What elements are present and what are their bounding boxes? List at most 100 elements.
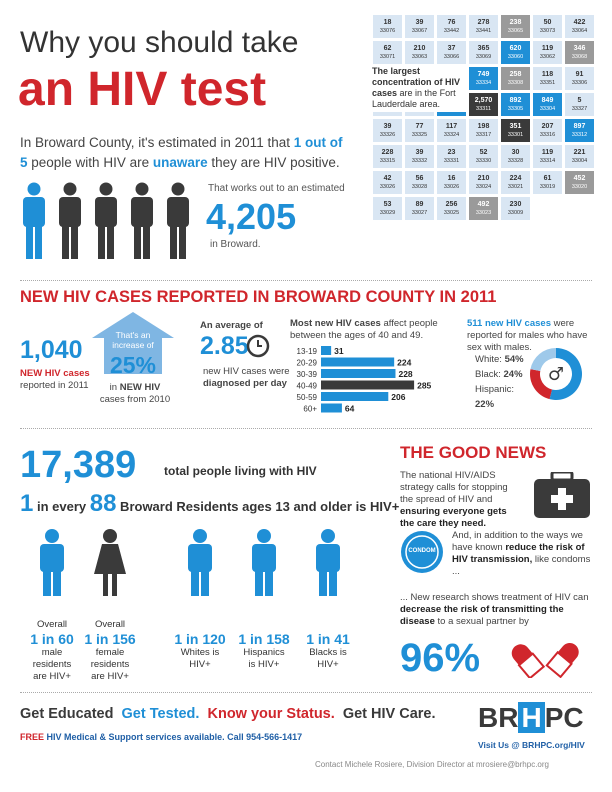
zip-cell: 198 33317: [468, 118, 499, 143]
slogan-care: Get HIV Care.: [342, 706, 436, 722]
zip-count: 39: [415, 149, 424, 156]
figure-text: HIV+: [189, 659, 211, 670]
zip-cell: 2,570 33311: [468, 92, 499, 117]
zip-cell: 23 33331: [436, 144, 467, 169]
zip-code: 33004: [571, 158, 588, 164]
ages-heading: Most new HIV cases affect people between…: [290, 318, 450, 342]
zip-code: 33312: [571, 132, 588, 138]
new-cases-sub: reported in 2011: [20, 380, 89, 391]
zip-count: 230: [509, 201, 522, 208]
age-tick-label: 40-49: [297, 382, 318, 391]
figure-text: female: [95, 647, 125, 658]
msm-row-label: Hispanic:: [475, 384, 515, 395]
zip-count: 117: [445, 123, 458, 130]
map-caption-bold: The largest concentration of HIV cases: [372, 66, 461, 98]
zip-cell: 56 33028: [404, 170, 435, 195]
zip-cell: 30 33328: [500, 144, 531, 169]
avg-line-1: new HIV cases were: [203, 366, 290, 377]
age-bar: [321, 403, 342, 413]
zip-cell: 749 33334: [468, 66, 499, 91]
zip-cell: 422 33064: [564, 14, 595, 39]
zip-count: 256: [445, 201, 458, 208]
good-news-p1-text: The national HIV/AIDS strategy calls for…: [400, 470, 508, 505]
zip-cell: 897 33312: [564, 118, 595, 143]
population-figure: 1 in 120 Whites is HIV+: [164, 528, 236, 671]
slogan-status: Know your Status.: [207, 706, 335, 722]
zip-count: 365: [477, 45, 490, 52]
estimate-suffix: in Broward.: [210, 239, 261, 250]
zip-count: 23: [447, 149, 456, 156]
age-bar-chart: 13-19 31 20-29 224 30-39 228 40-49 285 50-59 206 6…: [297, 346, 432, 414]
zip-cell: 346 33068: [564, 40, 595, 65]
zip-cell: 230 33009: [500, 196, 531, 221]
zip-count: 50: [543, 19, 552, 26]
map-caption-rest: are in the Fort Lauderdale area.: [372, 88, 456, 109]
intro-part: In Broward County, it's estimated in 201…: [20, 135, 294, 150]
footer-services: FREE HIV Medical & Support services avai…: [20, 732, 302, 742]
zip-code: 33315: [379, 158, 396, 164]
zip-count: 76: [447, 19, 456, 26]
figure-rate: 1 in 41: [306, 631, 350, 647]
living-ratio: 1 in every 88 Broward Residents ages 13 …: [20, 490, 399, 518]
zip-count: 2,570: [474, 97, 493, 104]
zip-code: 33071: [379, 54, 396, 60]
zip-cell: 238 33065: [500, 14, 531, 39]
zip-code: 33301: [507, 132, 524, 138]
footer-services-text: HIV Medical & Support services available…: [44, 732, 303, 742]
zip-code: 33326: [379, 132, 396, 138]
zip-count: 278: [477, 19, 490, 26]
zip-code: 33442: [443, 28, 460, 34]
age-bar-value: 224: [397, 358, 411, 368]
zip-code: 33020: [571, 184, 588, 190]
person-icon: [23, 182, 45, 259]
zip-count: 39: [383, 123, 392, 130]
zip-count: 119: [541, 149, 554, 156]
donut-slice: [549, 348, 582, 400]
figure-rate: 1 in 158: [238, 631, 290, 647]
good-news-p3-bold: decrease the risk of transmitting the di…: [400, 604, 564, 627]
zip-count: 452: [573, 175, 586, 182]
living-total-label: total people living with HIV: [164, 464, 317, 478]
zip-code: 33314: [539, 158, 556, 164]
contact-text: Contact Michele Rosiere, Division Direct…: [315, 760, 549, 769]
zip-count: 892: [509, 97, 522, 104]
intro-highlight-unaware: unaware: [152, 155, 208, 170]
msm-count: 511 new HIV cases: [467, 318, 551, 329]
visit-link[interactable]: Visit Us @ BRHPC.org/HIV: [478, 740, 585, 750]
zip-cell: 278 33441: [468, 14, 499, 39]
zip-cell: 91 33306: [564, 66, 595, 91]
figure-text: Whites is: [180, 647, 220, 658]
zip-code: 33060: [507, 54, 524, 60]
zip-cell: 39 33326: [372, 118, 403, 143]
zip-count: 18: [383, 19, 392, 26]
medical-kit-icon: [534, 472, 590, 518]
zip-code: 33019: [539, 184, 556, 190]
good-news-percent: 96%: [400, 636, 481, 680]
zip-code: 33305: [507, 106, 524, 112]
zip-cell: 61 33019: [532, 170, 563, 195]
increase-lead: That's an increase of: [112, 330, 154, 350]
figure-text: Blacks is: [309, 647, 347, 658]
figure-text: are HIV+: [91, 671, 129, 682]
title-line-1: Why you should take: [20, 26, 299, 59]
zip-code: 33331: [443, 158, 460, 164]
zip-code: 33026: [443, 184, 460, 190]
zip-count: 221: [573, 149, 586, 156]
zip-code: 33316: [539, 132, 556, 138]
donut-slice: [530, 369, 553, 400]
good-news-p3-end: to a sexual partner by: [434, 616, 529, 627]
male-person-icon: [40, 529, 64, 596]
msm-rows: White: 54% Black: 24% Hispanic: 22%: [475, 352, 535, 412]
zip-count: 37: [447, 45, 456, 52]
good-news-p1-bold: ensuring everyone gets the care they nee…: [400, 506, 507, 529]
condom-label: CONDOM: [408, 548, 436, 554]
zip-code: 33026: [379, 184, 396, 190]
zip-code: 33306: [571, 80, 588, 86]
zip-count: 5: [577, 97, 582, 104]
age-bar: [321, 380, 415, 390]
good-news-p2-text: And, in addition to the ways we have kno…: [452, 530, 583, 553]
person-icon: [95, 182, 117, 259]
increase-arrow-icon: [92, 312, 174, 374]
zip-code: 33025: [443, 210, 460, 216]
zip-code: 33021: [507, 184, 524, 190]
